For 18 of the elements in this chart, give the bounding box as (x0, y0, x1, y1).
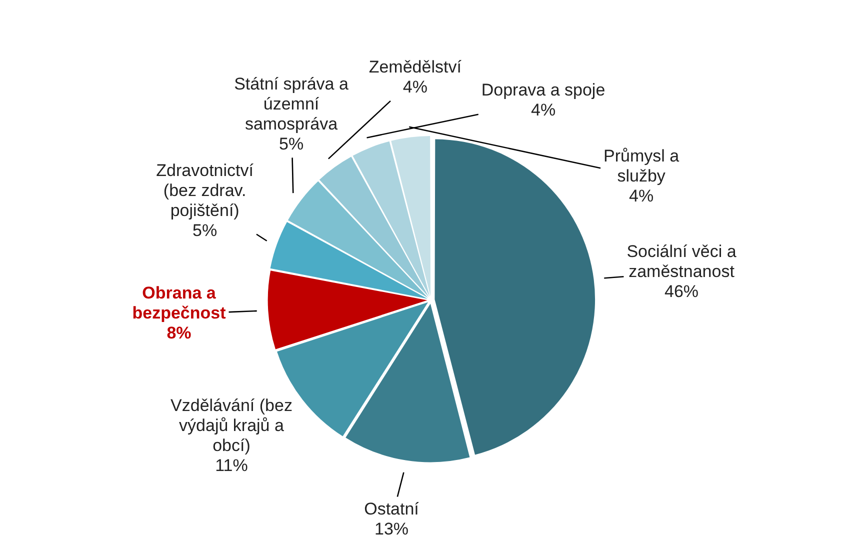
slice-label: Státní správa a územní samospráva (234, 74, 349, 134)
slice-label: Zemědělství (368, 58, 462, 77)
slice-label: Vzdělávání (bez výdajů krajů a obcí) (170, 396, 292, 456)
data-label: 46% (664, 282, 699, 301)
data-label: 5% (192, 220, 218, 240)
data-label: 4% (530, 100, 556, 120)
slice-label: Sociální věci a zaměstnanost (626, 242, 737, 281)
data-label: 8% (166, 324, 192, 343)
data-label: 4% (629, 186, 654, 206)
data-label: 5% (278, 134, 304, 154)
data-label: 4% (402, 78, 428, 97)
slice-label: Ostatní (364, 499, 420, 518)
data-label: 11% (215, 456, 248, 476)
slice-label: Obrana a bezpečnost (132, 284, 226, 323)
slice-label: Průmysl a služby (604, 146, 680, 186)
data-label: 13% (374, 519, 409, 538)
slice-label: Zdravotnictví (bez zdrav. pojištění) (156, 160, 254, 220)
slice-label: Doprava a spoje (481, 80, 606, 100)
